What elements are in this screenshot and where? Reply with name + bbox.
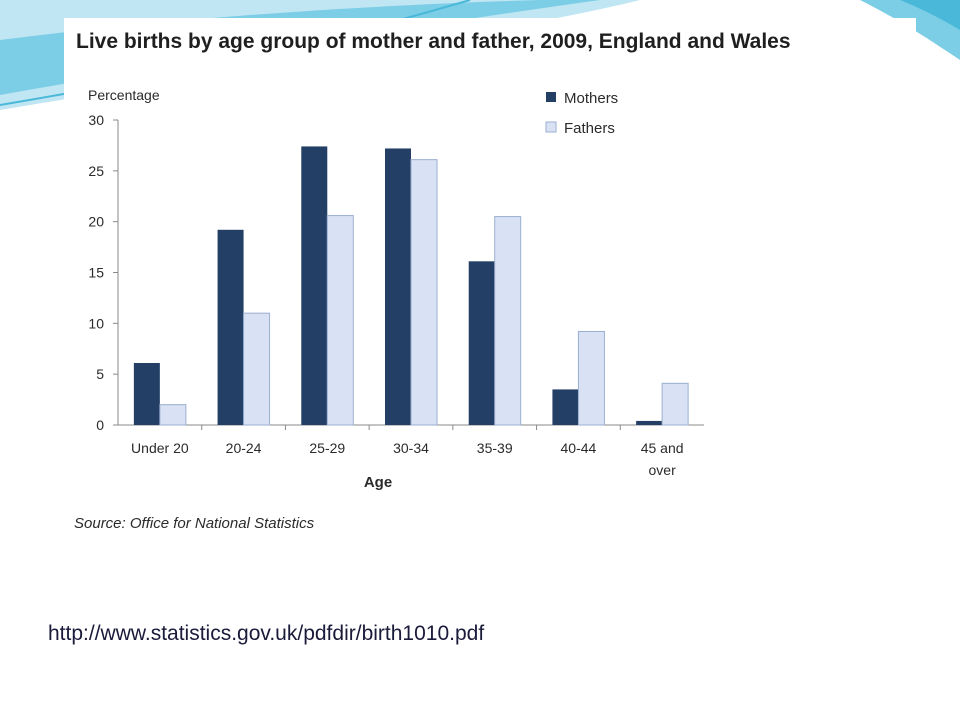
bar-fathers	[243, 312, 271, 426]
legend: Mothers Fathers	[545, 90, 618, 137]
bars	[133, 146, 689, 426]
x-tick-label: 35-39	[477, 440, 513, 456]
x-tick-label: 40-44	[561, 440, 597, 456]
y-axis-label: Percentage	[88, 87, 160, 103]
source-note: Source: Office for National Statistics	[74, 515, 315, 532]
bar-mothers	[468, 261, 495, 425]
x-tick-label: 45 and	[641, 440, 684, 456]
legend-swatch-fathers	[545, 121, 557, 133]
bar-fathers	[410, 159, 438, 426]
y-tick-label: 10	[88, 315, 104, 331]
y-tick-label: 30	[88, 112, 104, 128]
chart-figure: Live births by age group of mother and f…	[64, 18, 916, 570]
x-tick-label: Under 20	[131, 440, 189, 456]
x-tick-label: 25-29	[309, 440, 345, 456]
y-tick-label: 20	[88, 214, 104, 230]
y-tick-label: 0	[96, 417, 104, 433]
source-url-link[interactable]: http://www.statistics.gov.uk/pdfdir/birt…	[48, 622, 485, 645]
bar-chart: Live births by age group of mother and f…	[74, 30, 791, 532]
x-tick-label: 20-24	[226, 440, 262, 456]
y-tick-label: 5	[96, 366, 104, 382]
y-axis: 0 5 10 15 20 25 30	[88, 112, 704, 433]
bar-mothers	[217, 229, 244, 425]
bar-mothers	[133, 362, 160, 425]
y-tick-label: 25	[88, 163, 104, 179]
legend-swatch-mothers	[546, 92, 556, 102]
x-axis: Under 20 20-24 25-29 30-34 35-39 40-44 45 and o…	[131, 425, 684, 478]
y-tick-label: 15	[88, 265, 104, 281]
x-tick-label: 30-34	[393, 440, 429, 456]
x-axis-label: Age	[364, 474, 392, 491]
bar-mothers	[385, 148, 411, 425]
bar-mothers	[301, 146, 328, 425]
bar-fathers	[159, 404, 187, 426]
bar-fathers	[661, 382, 689, 426]
bar-fathers	[577, 330, 605, 426]
chart-title: Live births by age group of mother and f…	[76, 30, 791, 53]
bar-mothers	[552, 389, 579, 425]
x-tick-label: over	[649, 462, 677, 478]
decor-wave-right-2	[900, 0, 960, 30]
legend-label-fathers: Fathers	[564, 120, 615, 137]
legend-label-mothers: Mothers	[564, 90, 618, 107]
bar-fathers	[494, 216, 522, 426]
bar-mothers	[636, 420, 663, 425]
bar-fathers	[326, 215, 354, 426]
